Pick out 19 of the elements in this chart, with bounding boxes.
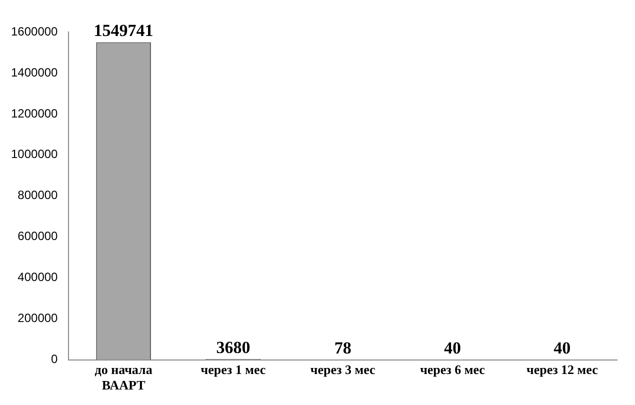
x-tick-label: через 1 мес (200, 362, 266, 377)
y-tick-label: 0 (51, 352, 58, 366)
data-label: 40 (444, 338, 462, 358)
x-tick-label: через 6 мес (420, 362, 486, 377)
x-tick-label: через 3 мес (310, 362, 376, 377)
data-label: 78 (334, 338, 352, 358)
y-tick-label: 1000000 (11, 147, 58, 162)
x-tick-label: через 12 мес (526, 362, 598, 377)
y-tick-label: 200000 (18, 311, 58, 326)
y-tick-label: 1200000 (11, 106, 58, 120)
y-tick-label: 1600000 (11, 24, 58, 38)
data-label: 3680 (216, 338, 250, 357)
data-label: 1549741 (94, 21, 154, 40)
y-tick-label: 600000 (18, 229, 58, 244)
x-tick-label: до начала ВААРТ (94, 362, 153, 393)
data-label: 40 (554, 338, 571, 358)
y-tick-label: 800000 (18, 188, 58, 202)
y-tick-label: 400000 (18, 270, 58, 284)
y-tick-label: 1400000 (11, 65, 58, 80)
